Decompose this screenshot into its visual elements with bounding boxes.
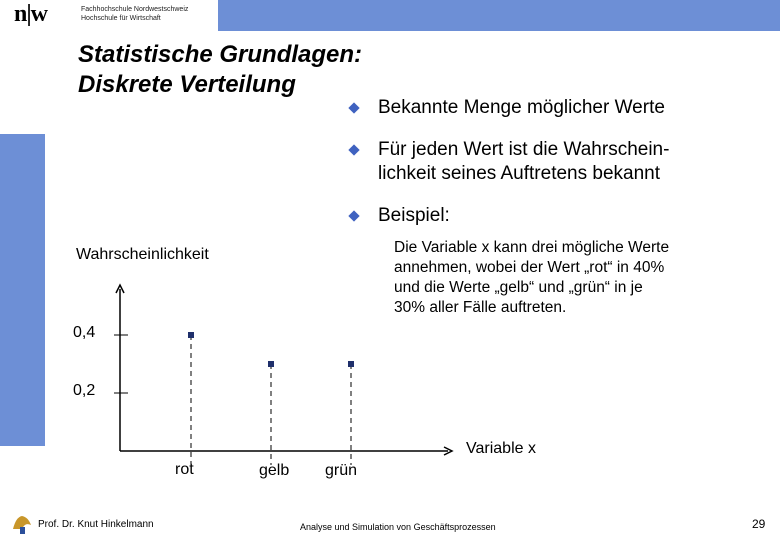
data-point — [348, 361, 354, 367]
y-axis-arrow — [115, 283, 125, 294]
chart-y-axis-label: Wahrscheinlichkeit — [76, 246, 209, 263]
example-line-1: Die Variable x kann drei mögliche Werte — [394, 239, 670, 256]
logo-mark: n|w — [14, 1, 48, 27]
x-category-label: gelb — [259, 462, 290, 479]
institution-line-1: Fachhochschule Nordwestschweiz — [81, 6, 189, 13]
example-line-3: und die Werte „gelb“ und „grün“ in je — [394, 279, 643, 296]
data-point — [268, 361, 274, 367]
slide-title-line-1: Statistische Grundlagen: — [78, 41, 363, 68]
bullet-text-1: Bekannte Menge möglicher Werte — [378, 97, 665, 118]
bullet-text-3: Beispiel: — [378, 205, 450, 226]
footer-logo — [10, 513, 34, 535]
header-band — [218, 0, 780, 31]
bullet-text-2: Für jeden Wert ist die Wahrschein- lichk… — [378, 138, 669, 186]
y-tick-label: 0,4 — [73, 324, 96, 341]
chart-x-axis-label: Variable x — [466, 440, 536, 457]
bullet-text-2-line-2: lichkeit seines Auftretens bekannt — [378, 163, 661, 184]
institution-name: Fachhochschule Nordwestschweiz Hochschul… — [81, 5, 188, 23]
page-number: 29 — [752, 517, 766, 531]
slide-title-line-2: Diskrete Verteilung — [78, 71, 296, 98]
x-category-label: grün — [325, 462, 358, 479]
side-band — [0, 134, 45, 446]
x-category-label: rot — [175, 461, 194, 478]
example-text: Die Variable x kann drei mögliche Werte … — [394, 238, 754, 318]
institution-line-2: Hochschule für Wirtschaft — [81, 15, 161, 22]
institution-logo: n|w Fachhochschule Nordwestschweiz Hochs… — [14, 1, 214, 28]
y-tick-label: 0,2 — [73, 382, 96, 399]
footer-author: Prof. Dr. Knut Hinkelmann — [38, 519, 154, 530]
bullet-text-2-line-1: Für jeden Wert ist die Wahrschein- — [378, 139, 670, 160]
example-line-2: annehmen, wobei der Wert „rot“ in 40% — [394, 259, 665, 276]
example-line-4: 30% aller Fälle auftreten. — [394, 299, 567, 316]
footer-course: Analyse und Simulation von Geschäftsproz… — [300, 522, 496, 532]
data-point — [188, 332, 194, 338]
x-axis-arrow — [443, 446, 454, 456]
slide-title: Statistische Grundlagen: Diskrete Vertei… — [78, 40, 362, 100]
